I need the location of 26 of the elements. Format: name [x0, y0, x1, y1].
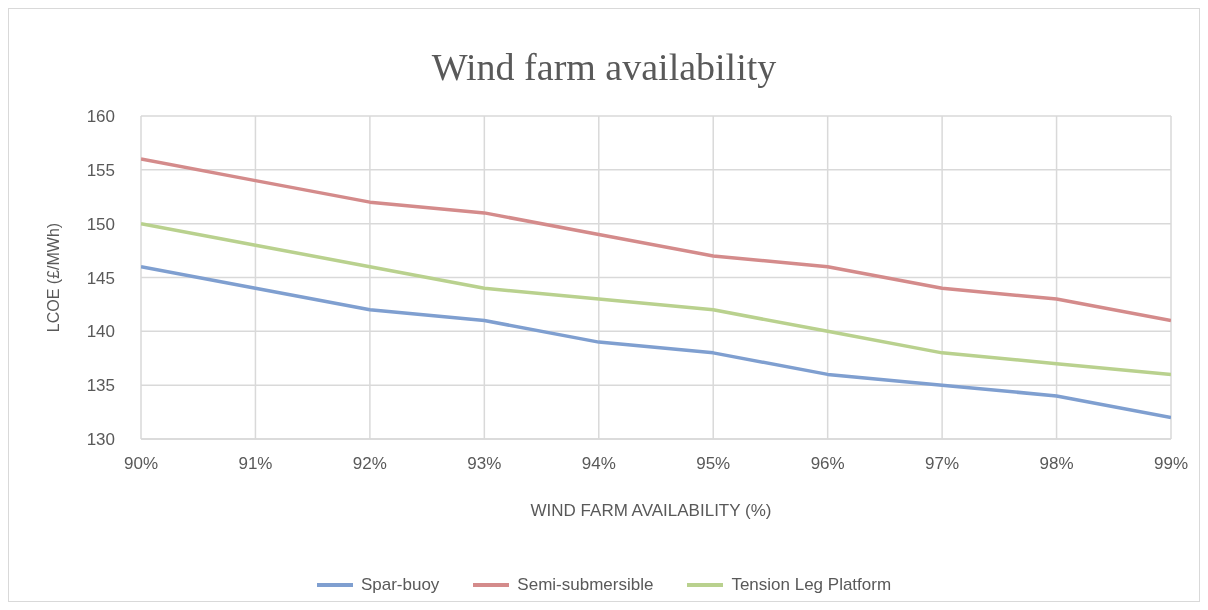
x-tick-label: 99% — [1153, 454, 1189, 474]
line-series — [141, 264, 1171, 420]
line-series — [141, 221, 1171, 377]
x-tick-label: 91% — [238, 454, 273, 474]
x-tick-label: 95% — [696, 454, 731, 474]
legend-label: Spar-buoy — [360, 575, 440, 595]
y-tick-label: 130 — [86, 430, 115, 450]
x-tick-label: 93% — [467, 454, 502, 474]
chart-title: Wind farm availability — [430, 45, 778, 89]
y-tick-label: 145 — [86, 268, 115, 288]
y-tick-label: 135 — [86, 376, 115, 396]
x-tick-label: 97% — [925, 454, 960, 474]
x-tick-label: 90% — [123, 454, 159, 474]
y-axis-title: LCOE (£/MWh) — [44, 222, 62, 333]
y-tick-label: 140 — [86, 322, 115, 342]
x-tick-label: 92% — [352, 454, 387, 474]
x-axis-title: WIND FARM AVAILABILITY (%) — [529, 501, 773, 521]
y-tick-label: 160 — [86, 107, 115, 127]
legend-label: Tension Leg Platform — [731, 575, 892, 595]
x-tick-label: 96% — [810, 454, 845, 474]
y-tick-label: 150 — [86, 214, 115, 234]
x-tick-label: 98% — [1039, 454, 1074, 474]
legend-label: Semi-submersible — [517, 575, 654, 595]
x-tick-label: 94% — [581, 454, 616, 474]
y-tick-label: 155 — [86, 160, 115, 180]
line-series — [141, 157, 1171, 323]
